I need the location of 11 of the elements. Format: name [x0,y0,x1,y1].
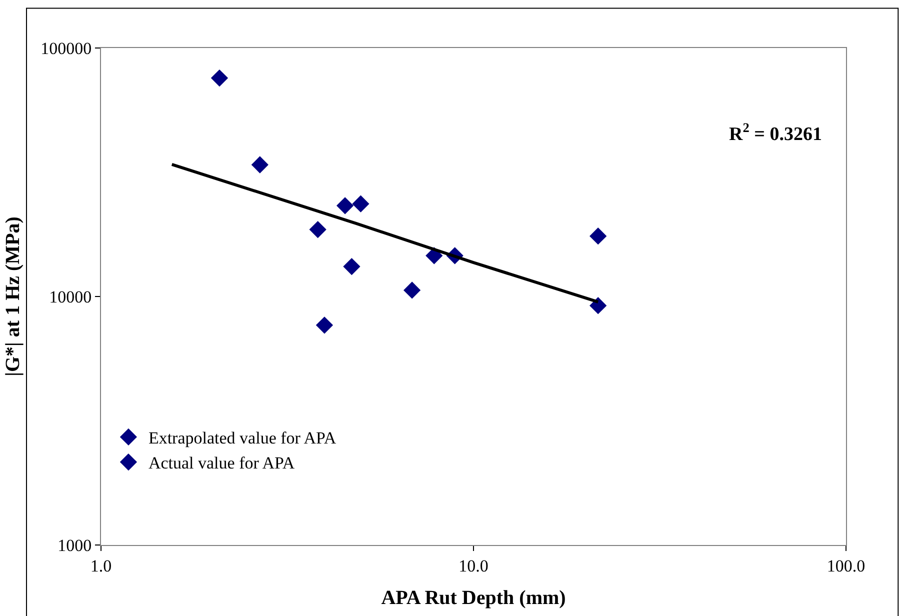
annotation: R$^{2}$ = 0.3261 [729,120,822,145]
y-tick-label: 1000 [58,536,92,555]
x-tick-label: 100.0 [826,556,866,576]
legend-label: Actual value for APA [148,454,296,473]
y-tick-label: 100000 [40,38,92,58]
y-tick-label: 10000 [49,287,92,306]
x-tick-label: 1.0 [90,556,112,576]
legend-label: Extrapolated value for APA [148,428,337,448]
x-tick-label: 10.0 [458,556,488,576]
y-axis-title: |G*| at 1 Hz (MPa) [2,216,24,376]
x-axis-title: APA Rut Depth (mm) [381,586,566,609]
